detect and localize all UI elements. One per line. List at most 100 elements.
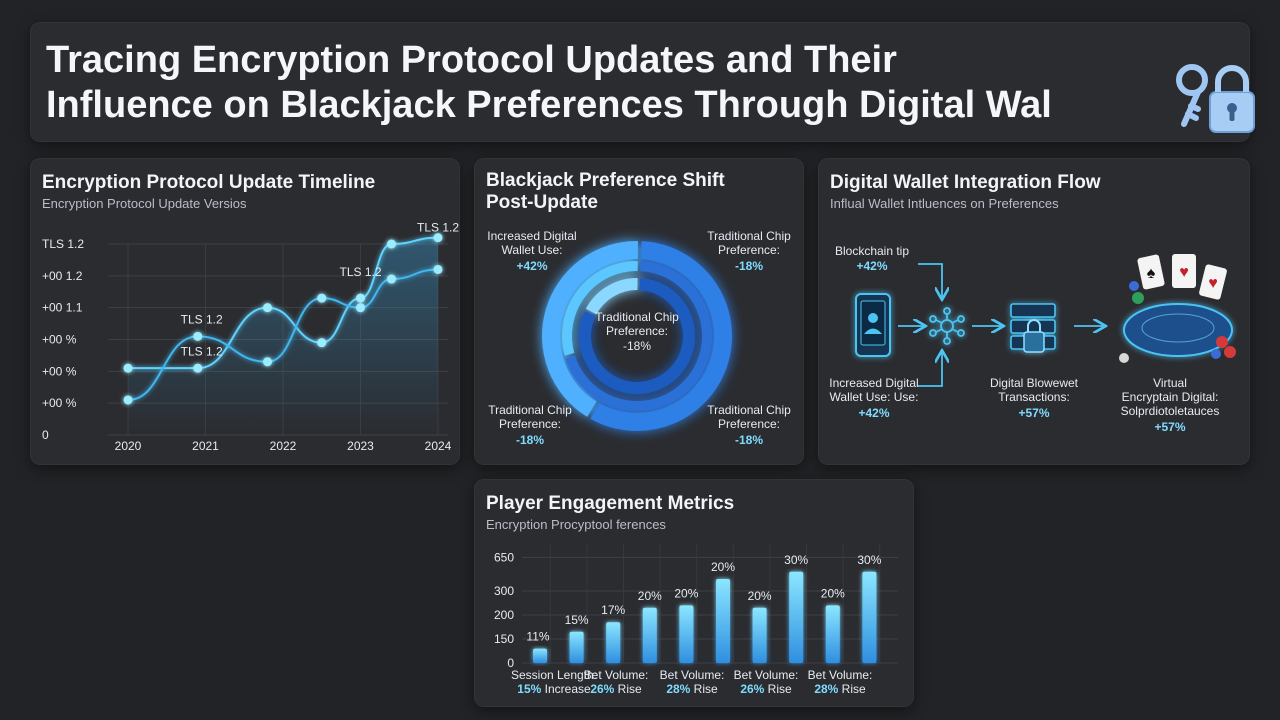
preference-shift-panel: Blackjack Preference Shift Post-Update T…: [474, 158, 804, 465]
title-line-2: Influence on Blackjack Preferences Throu…: [46, 84, 1052, 126]
metrics-bar-chart: 11% 15% 17% 20% 20% 20% 20% 30% 20% 30% 0 150 200 30…: [494, 543, 898, 696]
timeline-subtitle: Encryption Protocol Update Versios: [42, 196, 247, 211]
donut-title: Blackjack Preference Shift Post-Update: [486, 170, 725, 214]
donut-center-value: -18%: [623, 339, 651, 353]
donut-segment: [565, 261, 712, 411]
donut-center-label-1: Traditional Chip: [595, 310, 679, 324]
flow-subtitle: Influal Wallet Intluences on Preferences: [830, 196, 1059, 211]
timeline-y-tick: +00 %: [42, 364, 77, 378]
title-line-1: Tracing Encryption Protocol Updates and …: [46, 39, 897, 81]
timeline-y-tick: +00 1.1: [42, 301, 83, 315]
metrics-y-tick: 300: [494, 584, 514, 598]
donut-segment: [562, 261, 638, 356]
callout-bottom-left-1: Traditional Chip: [488, 403, 572, 417]
engagement-metrics-panel: Player Engagement Metrics Encryption Pro…: [474, 479, 914, 707]
timeline-point: [356, 303, 365, 313]
metrics-title: Player Engagement Metrics: [486, 493, 735, 514]
metrics-bar: [752, 607, 767, 663]
metrics-x-label-value: 28% Rise: [666, 682, 718, 696]
metrics-bar-label: 20%: [748, 589, 772, 603]
metrics-bar-label: 30%: [857, 553, 881, 567]
metrics-bar: [642, 607, 657, 663]
metrics-y-tick: 200: [494, 608, 514, 622]
metrics-bar-label: 17%: [601, 603, 625, 617]
metrics-bar-label: 20%: [821, 586, 845, 600]
donut-segment: [590, 241, 732, 431]
callout-top-right-value: -18%: [735, 259, 763, 273]
flow-title: Digital Wallet Integration Flow: [830, 172, 1101, 193]
key-lock-icon: [1176, 64, 1255, 133]
flow-label-digital-wallet-1: Increased Digital: [829, 376, 918, 390]
callout-top-left-2: Wallet Use:: [502, 243, 563, 257]
callout-bottom-left-2: Preference:: [499, 417, 561, 431]
metrics-bar: [716, 579, 730, 663]
flow-label-virtual-1: Virtual: [1153, 376, 1187, 390]
timeline-area: [128, 237, 438, 435]
callout-bottom-right-1: Traditional Chip: [707, 403, 791, 417]
metrics-x-label: Bet Volume:: [584, 668, 649, 682]
svg-text:♥: ♥: [1179, 264, 1189, 281]
metrics-bar-label: 15%: [565, 613, 589, 627]
metrics-x-label-value: 26% Rise: [740, 682, 792, 696]
metrics-bar: [606, 622, 621, 663]
page-title: Tracing Encryption Protocol Updates and …: [46, 38, 1136, 128]
flow-label-virtual-2: Encryptain Digital:: [1122, 390, 1219, 404]
donut-center-label-2: Preference:: [606, 324, 668, 338]
timeline-point: [123, 363, 133, 373]
timeline-x-tick: 2023: [347, 439, 374, 453]
metrics-y-tick: 150: [494, 632, 514, 646]
metrics-bar-label: 20%: [711, 560, 735, 574]
metrics-x-label: Bet Volume:: [660, 668, 725, 682]
timeline-panel: Encryption Protocol Update Timeline Encr…: [30, 158, 460, 465]
callout-top-right-1: Traditional Chip: [707, 229, 791, 243]
timeline-y-tick: 0: [42, 428, 49, 442]
metrics-x-label: Session Length:: [511, 668, 597, 682]
timeline-point: [387, 239, 396, 249]
callout-top-right-2: Preference:: [718, 243, 780, 257]
timeline-x-tick: 2024: [425, 439, 452, 453]
timeline-point: [123, 395, 133, 405]
donut-segment: [579, 278, 695, 394]
flow-value-virtual: +57%: [1154, 420, 1185, 434]
timeline-y-tick: +00 1.2: [42, 269, 83, 283]
donut-segment: [542, 241, 638, 417]
flow-label-transactions-2: Transactions:: [998, 390, 1070, 404]
timeline-point: [263, 357, 272, 367]
timeline-point: [193, 363, 203, 373]
metrics-bar-label: 30%: [784, 553, 808, 567]
flow-value-blockchain: +42%: [856, 259, 887, 273]
timeline-point: [317, 293, 327, 303]
metrics-y-tick: 650: [494, 550, 514, 564]
flow-label-blockchain: Blockchain tip: [835, 244, 909, 258]
timeline-point-label: TLS 1.2: [181, 344, 223, 358]
metrics-bar: [862, 571, 877, 663]
blackjack-table-icon: ♠ ♥ ♥: [1119, 254, 1236, 363]
svg-text:♠: ♠: [1147, 265, 1156, 282]
metrics-subtitle: Encryption Procyptool ferences: [486, 517, 666, 532]
metrics-bar: [825, 605, 840, 663]
metrics-bar: [569, 631, 584, 663]
timeline-point-label: TLS 1.2: [181, 313, 223, 327]
metrics-bar-label: 20%: [638, 589, 662, 603]
metrics-x-label-value: 28% Rise: [814, 682, 866, 696]
timeline-x-tick: 2021: [192, 439, 219, 453]
donut-chart: Traditional Chip Preference: -18% Increa…: [487, 229, 791, 447]
callout-top-left-value: +42%: [516, 259, 547, 273]
metrics-y-tick: 0: [507, 656, 514, 670]
timeline-title: Encryption Protocol Update Timeline: [42, 172, 376, 193]
flow-value-digital-wallet: +42%: [858, 406, 889, 420]
secure-server-lock-icon: [1010, 303, 1056, 353]
callout-bottom-left-value: -18%: [516, 433, 544, 447]
timeline-y-tick: +00 %: [42, 333, 77, 347]
callout-bottom-right-2: Preference:: [718, 417, 780, 431]
metrics-x-label-value: 26% Rise: [590, 682, 642, 696]
metrics-bar-label: 11%: [526, 630, 549, 644]
smartphone-icon: [855, 293, 891, 357]
flow-diagram: Blockchain tip +42% Increased Digital Wa…: [829, 244, 1236, 434]
donut-title-line-2: Post-Update: [486, 192, 598, 213]
flow-label-transactions-1: Digital Blowewet: [990, 376, 1079, 390]
timeline-point: [433, 233, 443, 243]
timeline-point: [317, 338, 327, 348]
timeline-point-label: TLS 1.2: [339, 265, 381, 279]
metrics-x-label-value: 15% Increase: [517, 682, 591, 696]
